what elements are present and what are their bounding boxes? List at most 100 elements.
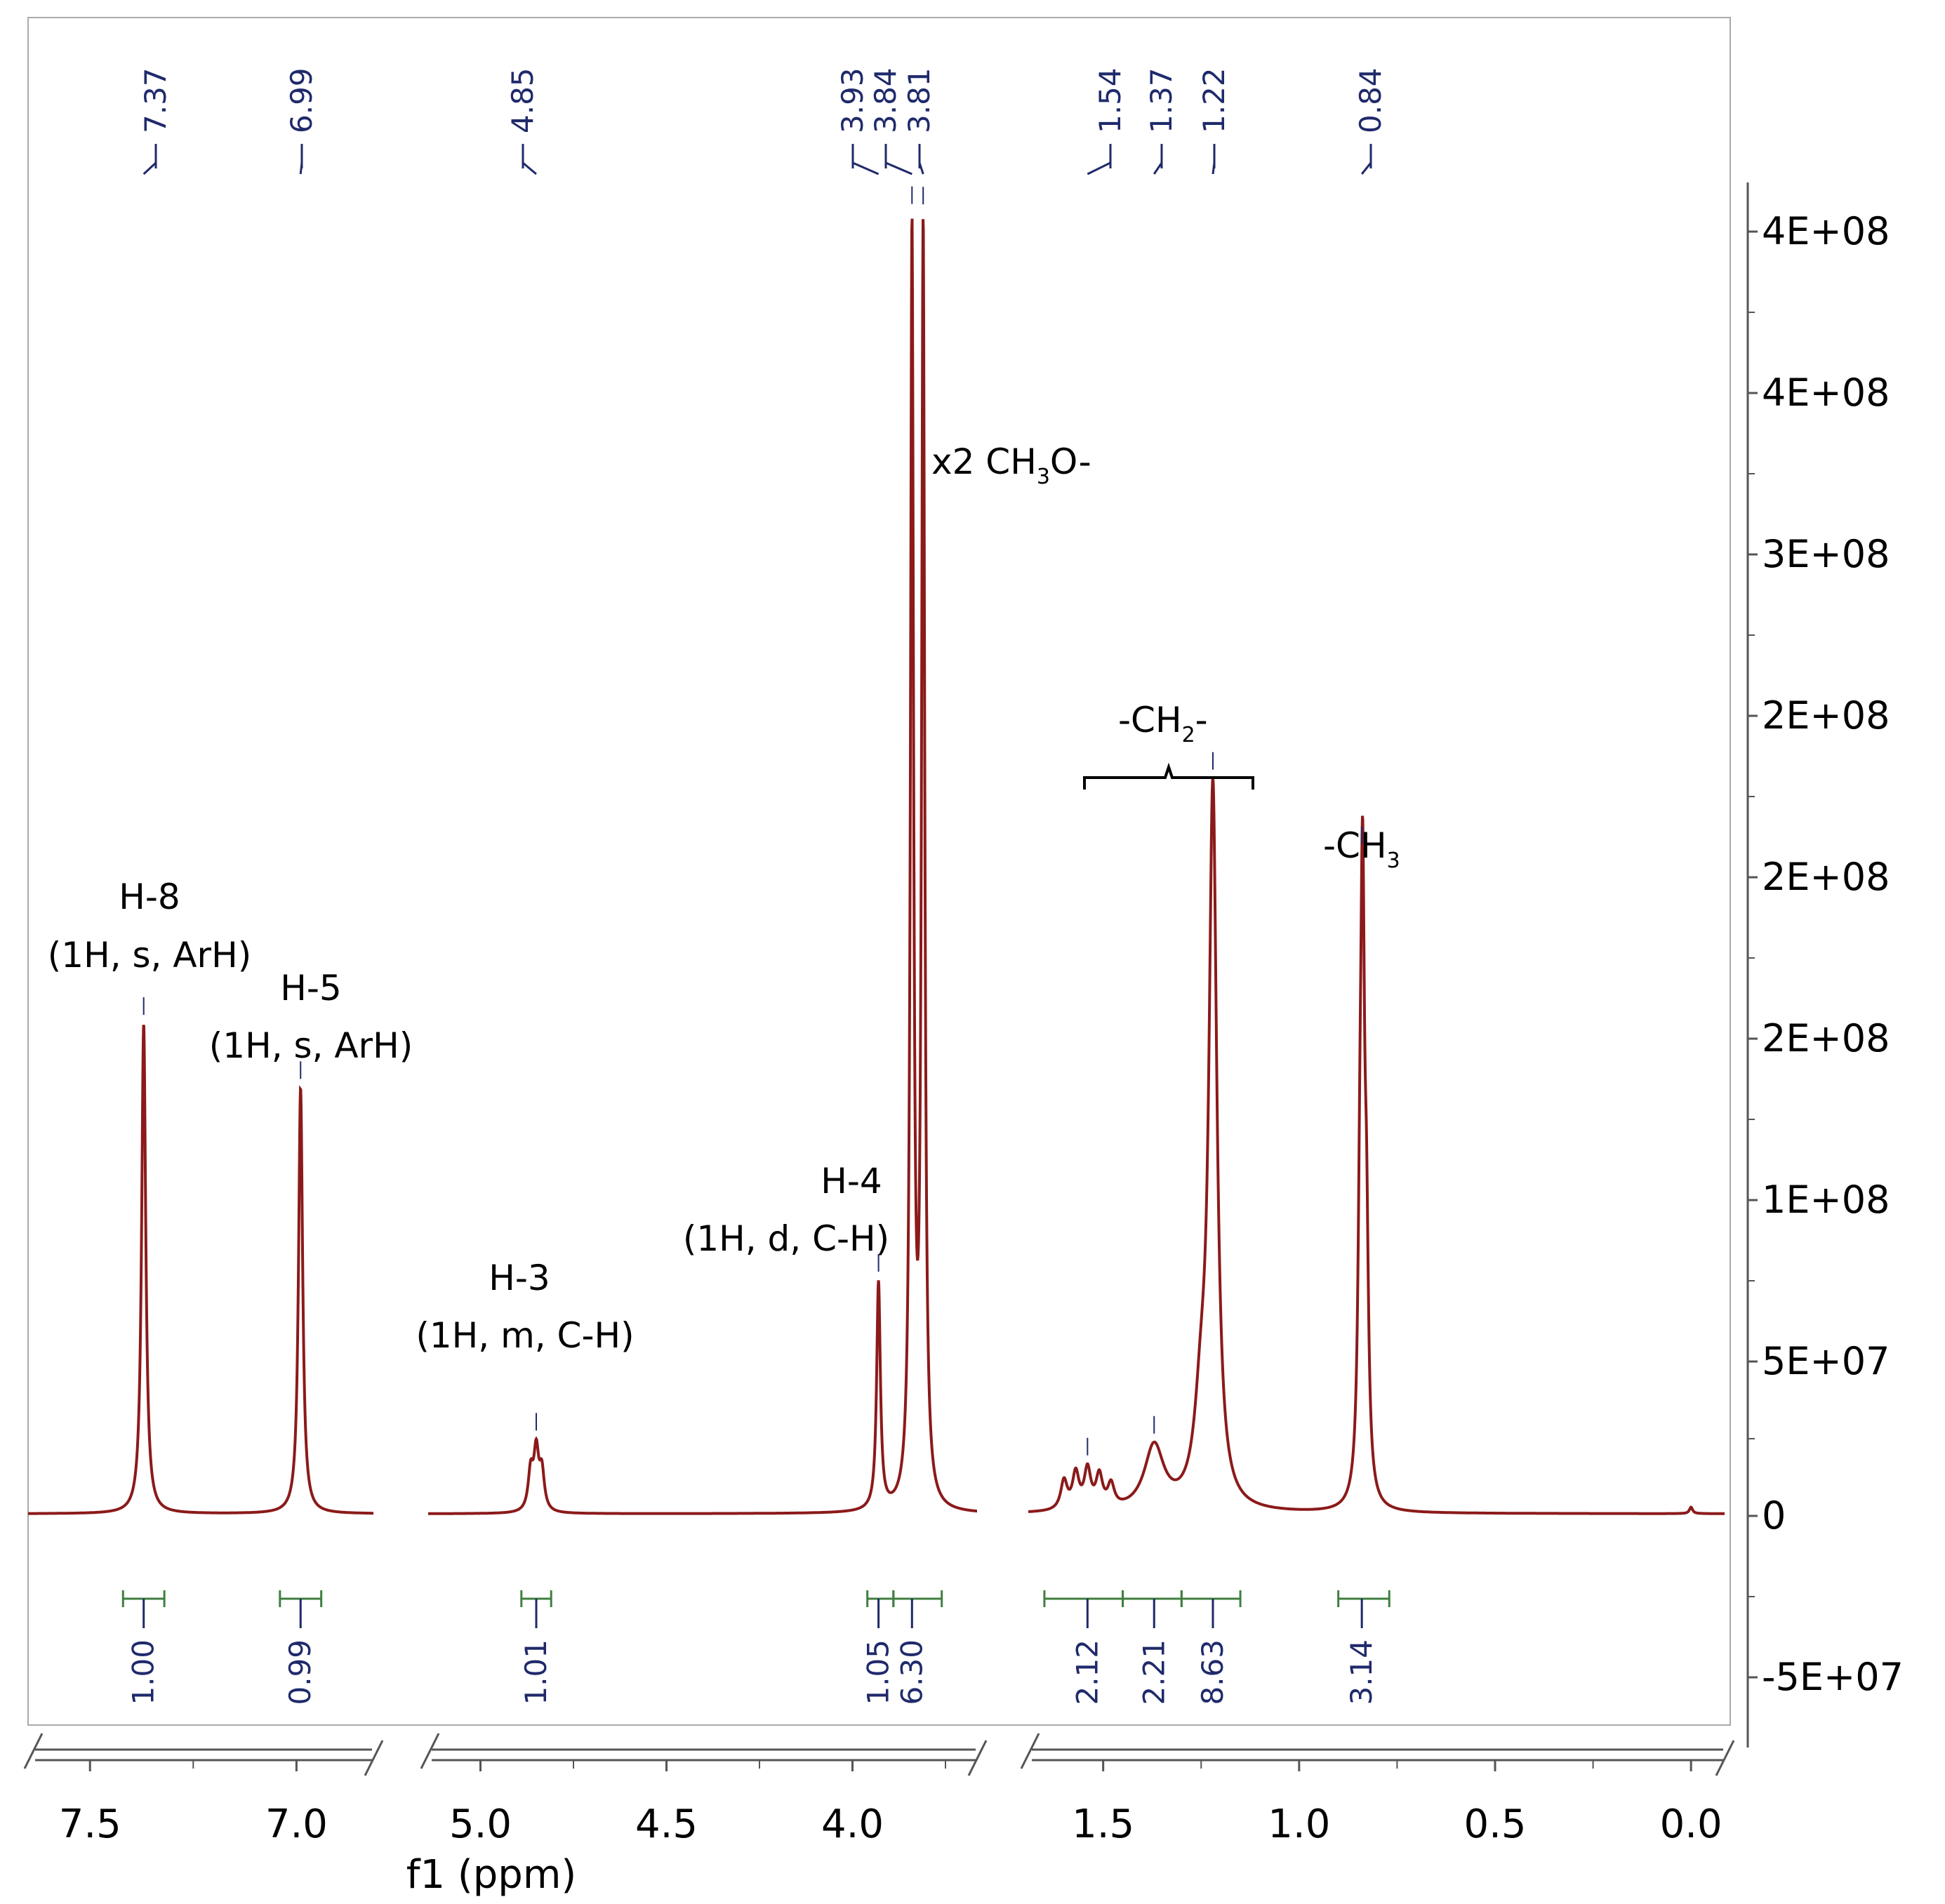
annotation-h3-line1: H-3 [489,1258,550,1298]
methyl-label: -CH3 [1323,825,1400,873]
peak-label-layer: 7.37 6.99 4.85 3.933.84 3.81 1.54 1.37 1.22 0.84 [138,67,1388,1456]
peak-label-3-93: 3.93 [835,67,879,1272]
x-tick-label-7.0: 7.0 [265,1802,328,1847]
peak-label-text-3-81: 3.81 [902,67,936,133]
peak-label-leader-3-81 [918,151,924,175]
spectrum-segment-3 [1028,778,1725,1515]
peak-label-4-85: 4.85 [505,67,540,1431]
peak-label-6-99: 6.99 [284,67,319,1079]
x-axis-break-right-3 [1715,1740,1735,1776]
peak-label-leader-4-85 [522,151,537,175]
peak-label-3-84: 3.84 [868,67,913,204]
y-tick-label: -5E+07 [1762,1655,1904,1699]
peak-label-1-54: 1.54 [1087,67,1127,1456]
methyl-label-sub: 3 [1387,848,1400,873]
integral-label: 2.12 [1070,1639,1104,1705]
integral-label: 6.30 [894,1639,929,1705]
methylene-label-suffix: - [1195,700,1208,740]
annotation-h8-line1: H-8 [119,877,180,917]
methoxy-label: x2 CH3O- [931,441,1091,489]
annotation-h5-line2: (1H, s, ArH) [209,1025,413,1066]
integral-label: 1.00 [126,1639,161,1705]
y-tick-label: 2E+08 [1762,855,1890,899]
y-tick-label: 2E+08 [1762,1016,1890,1060]
integral-label: 0.99 [283,1639,317,1705]
y-tick-label: 2E+08 [1762,693,1890,738]
y-tick-label: 3E+08 [1762,532,1890,576]
annotation-h8: H-8 (1H, s, ArH) [48,877,251,976]
annotation-h4-line1: H-4 [821,1161,882,1201]
integral-5: 6.30 [892,1590,943,1705]
integral-2: 0.99 [279,1590,323,1705]
annotation-h3: H-3 (1H, m, C-H) [416,1258,634,1356]
plot-frame [27,17,1731,1726]
integral-label: 3.14 [1344,1639,1379,1705]
x-axis-break-left-1 [23,1733,44,1769]
x-axis-break-right-2 [967,1740,988,1776]
integral-label: 8.63 [1195,1639,1230,1705]
peak-label-3-81: 3.81 [902,67,936,205]
annotation-h8-line2: (1H, s, ArH) [48,935,251,976]
peak-label-leader-3-93 [851,151,879,175]
peak-label-0-84: 0.84 [1353,67,1388,844]
y-tick-label: 4E+08 [1762,371,1890,415]
methoxy-label-prefix: x2 CH [931,441,1037,482]
x-axis-break-left-2 [420,1733,440,1769]
integral-7: 2.21 [1122,1590,1183,1705]
x-axis-break-right-1 [364,1740,384,1776]
methoxy-label-sub: 3 [1037,465,1050,489]
x-tick-label-5.0: 5.0 [449,1802,512,1847]
x-tick-label-0.0: 0.0 [1660,1802,1722,1847]
methoxy-label-suffix: O- [1050,441,1091,482]
x-tick-label-4.0: 4.0 [821,1802,884,1847]
methylene-label-prefix: -CH [1118,700,1182,740]
x-tick-label-0.5: 0.5 [1463,1802,1526,1847]
methylene-brace [1083,762,1254,790]
y-axis: 4E+08 4E+08 3E+08 2E+08 2E+08 2E+08 1E+08 5E+07… [1746,182,1904,1747]
y-tick-label: 5E+07 [1762,1339,1890,1383]
integral-4: 1.05 [861,1590,896,1705]
integral-8: 8.63 [1180,1590,1242,1705]
peak-label-leader-3-84 [884,151,912,175]
y-tick-label: 1E+08 [1762,1178,1890,1222]
integral-3: 1.01 [519,1590,553,1705]
peak-label-leader-1-37 [1153,151,1163,175]
peak-label-7-37: 7.37 [138,67,173,1016]
methylene-label: -CH2- [1118,700,1208,747]
peak-label-text-1-54: 1.54 [1093,67,1127,133]
integral-6: 2.12 [1043,1590,1124,1705]
methylene-label-sub: 2 [1182,723,1195,747]
peak-label-leader-0-84 [1360,151,1372,175]
annotation-h4-line2: (1H, d, C-H) [683,1218,889,1259]
peak-label-1-22: 1.22 [1197,67,1231,770]
integral-label: 2.21 [1136,1639,1171,1705]
x-tick-label-7.5: 7.5 [59,1802,121,1847]
peak-label-text-7-37: 7.37 [138,67,173,133]
peak-label-text-3-93: 3.93 [835,67,870,133]
annotation-h5-line1: H-5 [280,968,341,1008]
annotation-h3-line2: (1H, m, C-H) [416,1315,634,1356]
x-tick-label-1.0: 1.0 [1268,1802,1330,1847]
integral-label: 1.05 [861,1639,896,1705]
integral-9: 3.14 [1337,1590,1390,1705]
peak-label-leader-6-99 [299,151,303,175]
integral-1: 1.00 [121,1590,166,1705]
spectrum-layer [28,218,1725,1515]
annotation-h5: H-5 (1H, s, ArH) [209,968,413,1066]
peak-label-text-4-85: 4.85 [505,67,540,133]
peak-label-text-3-84: 3.84 [868,67,903,133]
peak-label-leader-1-54 [1087,151,1112,175]
x-tick-label-4.5: 4.5 [635,1802,698,1847]
x-axis: 7.5 7.0 5.0 4.5 4.0 1.5 1.0 0.5 0.0 f1 (ppm) [23,1733,1735,1898]
methyl-label-prefix: -CH [1323,825,1387,866]
spectrum-segment-2 [428,218,977,1515]
peak-label-text-1-22: 1.22 [1197,67,1231,133]
y-tick-label: 4E+08 [1762,209,1890,253]
integral-layer: 1.00 0.99 1.01 1.056.30 2.12 2.21 8.63 3.14 [121,1590,1390,1705]
spectrum-segment-1 [28,1024,373,1515]
x-tick-label-1.5: 1.5 [1072,1802,1134,1847]
peak-label-leader-1-22 [1212,151,1216,175]
peak-label-text-0-84: 0.84 [1353,67,1388,133]
peak-label-leader-7-37 [142,151,157,175]
peak-label-text-6-99: 6.99 [284,67,319,133]
